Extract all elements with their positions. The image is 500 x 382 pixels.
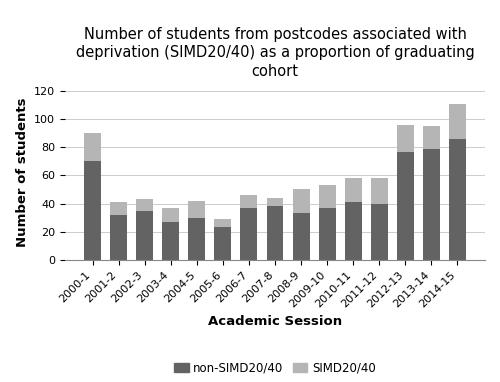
- Bar: [240, 195, 258, 208]
- Bar: [292, 214, 310, 260]
- Bar: [84, 133, 101, 161]
- Bar: [84, 161, 101, 260]
- Bar: [162, 208, 179, 222]
- Bar: [266, 206, 283, 260]
- Bar: [188, 218, 206, 260]
- Bar: [240, 208, 258, 260]
- Bar: [423, 149, 440, 260]
- Bar: [162, 222, 179, 260]
- Bar: [423, 126, 440, 149]
- Bar: [397, 152, 414, 260]
- Bar: [292, 189, 310, 214]
- Bar: [318, 185, 336, 208]
- Bar: [397, 125, 414, 152]
- X-axis label: Academic Session: Academic Session: [208, 315, 342, 328]
- Bar: [318, 208, 336, 260]
- Y-axis label: Number of students: Number of students: [16, 97, 28, 247]
- Bar: [136, 210, 153, 260]
- Bar: [449, 139, 466, 260]
- Bar: [110, 215, 127, 260]
- Bar: [214, 219, 232, 227]
- Bar: [449, 104, 466, 139]
- Bar: [266, 198, 283, 206]
- Bar: [214, 227, 232, 260]
- Bar: [110, 202, 127, 215]
- Bar: [188, 201, 206, 218]
- Bar: [344, 178, 362, 202]
- Legend: non-SIMD20/40, SIMD20/40: non-SIMD20/40, SIMD20/40: [170, 357, 380, 379]
- Bar: [371, 178, 388, 204]
- Bar: [136, 199, 153, 210]
- Bar: [344, 202, 362, 260]
- Title: Number of students from postcodes associated with
deprivation (SIMD20/40) as a p: Number of students from postcodes associ…: [76, 26, 474, 79]
- Bar: [371, 204, 388, 260]
